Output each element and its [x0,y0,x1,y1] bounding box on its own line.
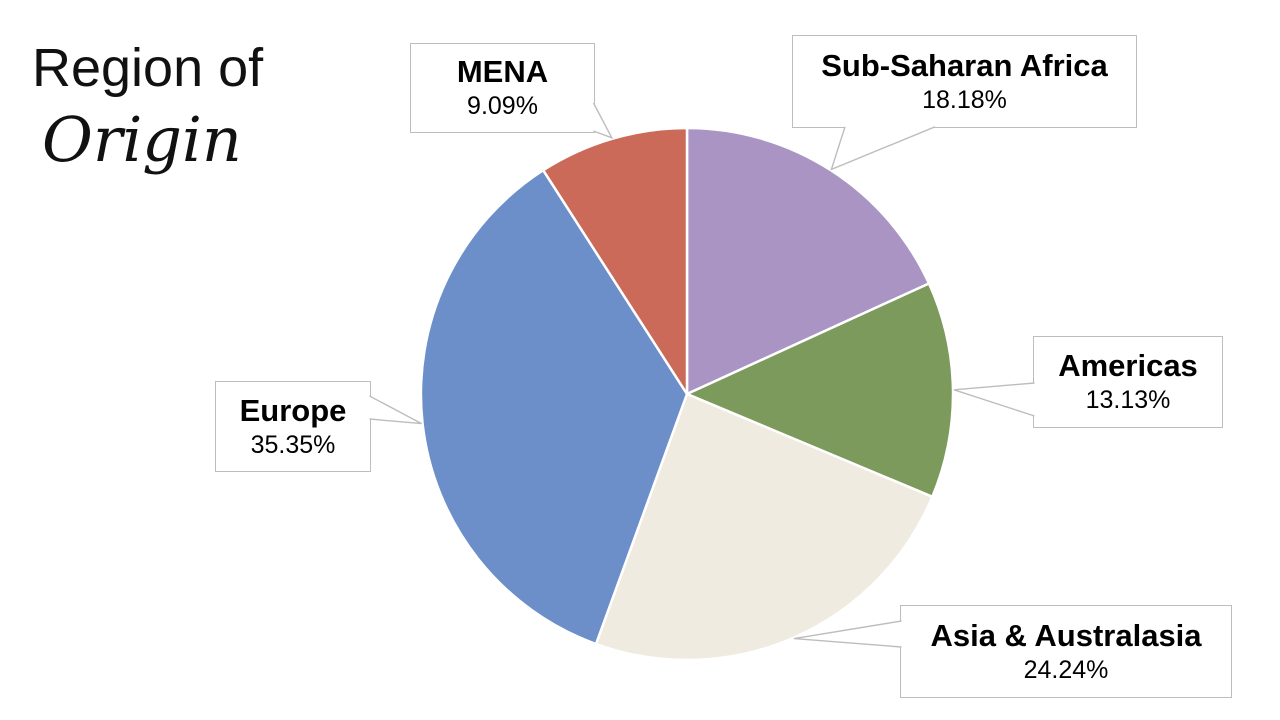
callout-europe-value: 35.35% [250,430,336,459]
callout-asia-australasia-label: Asia & Australasia [930,617,1202,653]
callout-sub-saharan-africa-label: Sub-Saharan Africa [821,47,1108,83]
callout-europe-label: Europe [239,392,347,428]
callout-americas-label: Americas [1058,348,1198,384]
pie-slice-asia-australasia [594,392,934,662]
callout-asia-australasia: Asia & Australasia 24.24% [900,605,1232,698]
chart-title-line1: Region of [32,38,264,98]
callout-asia-australasia-value: 24.24% [1023,655,1109,684]
callout-europe: Europe 35.35% [215,381,371,472]
callout-americas: Americas 13.13% [1033,336,1223,428]
callout-mena-label: MENA [456,54,549,90]
callout-americas-value: 13.13% [1085,386,1171,415]
pie-slice-americas [685,282,955,499]
callout-sub-saharan-africa-value: 18.18% [922,85,1007,114]
chart-title-line2: Origin [42,103,242,177]
callout-sub-saharan-africa: Sub-Saharan Africa 18.18% [792,35,1137,128]
callout-mena: MENA 9.09% [410,43,595,133]
chart-title: Region of Origin [32,38,263,175]
pie-slice-europe [419,168,689,646]
callout-mena-value: 9.09% [467,92,538,121]
